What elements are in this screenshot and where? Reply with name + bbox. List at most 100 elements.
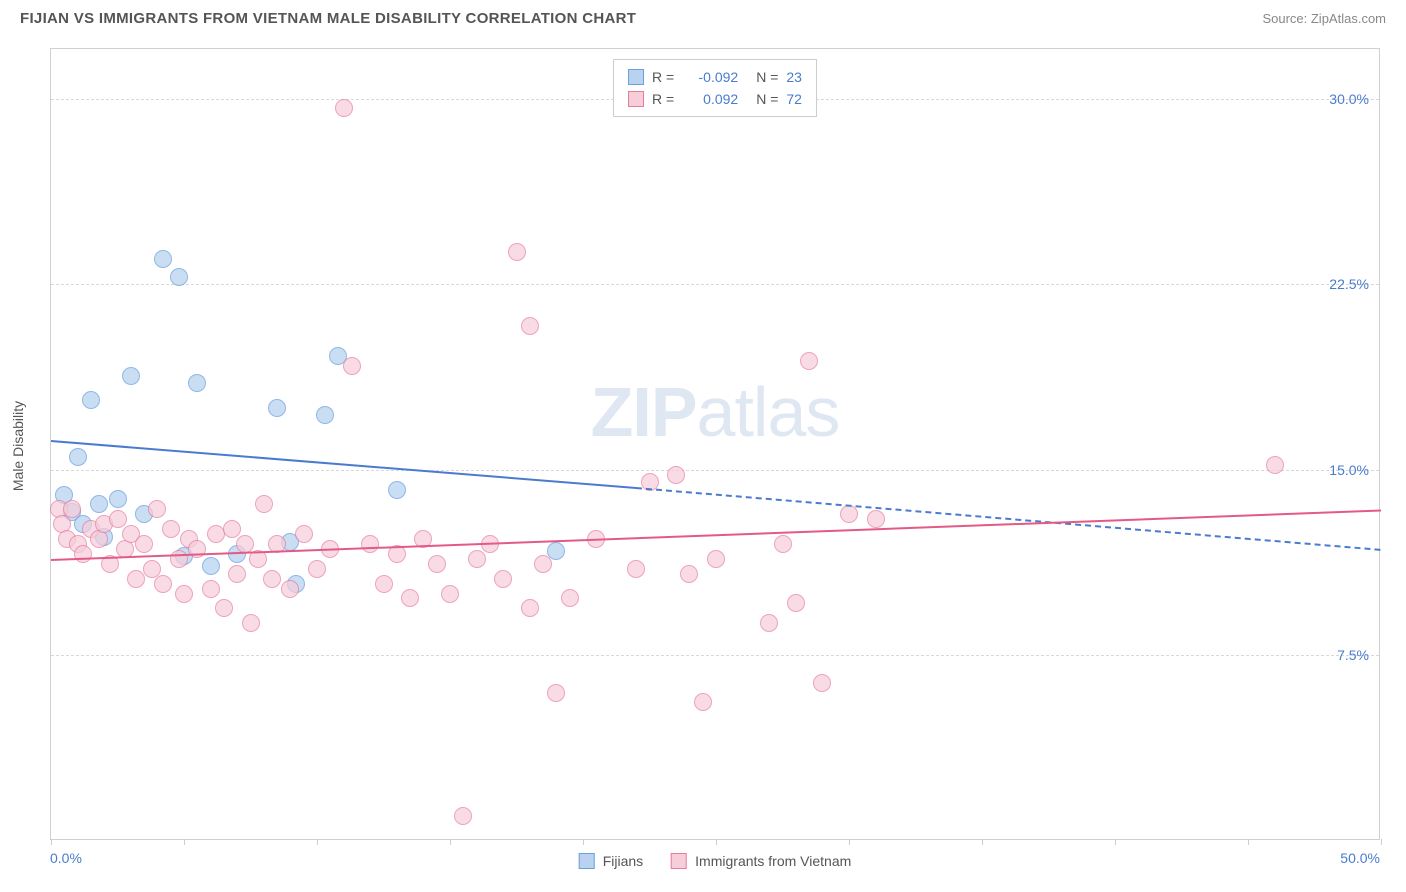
data-point [281, 580, 299, 598]
x-axis-label: 0.0% [50, 850, 82, 866]
data-point [236, 535, 254, 553]
data-point [787, 594, 805, 612]
data-point [69, 448, 87, 466]
legend-row: R =-0.092N =23 [628, 66, 802, 88]
data-point [1266, 456, 1284, 474]
legend-series-item: Immigrants from Vietnam [671, 853, 851, 869]
data-point [521, 317, 539, 335]
y-axis-title: Male Disability [10, 401, 26, 491]
data-point [109, 510, 127, 528]
data-point [228, 565, 246, 583]
x-tick [1115, 839, 1116, 845]
data-point [148, 500, 166, 518]
legend-series: Fijians Immigrants from Vietnam [579, 853, 852, 869]
data-point [255, 495, 273, 513]
data-point [694, 693, 712, 711]
data-point [223, 520, 241, 538]
chart-header: FIJIAN VS IMMIGRANTS FROM VIETNAM MALE D… [0, 0, 1406, 35]
data-point [375, 575, 393, 593]
x-axis-label: 50.0% [1340, 850, 1380, 866]
data-point [547, 684, 565, 702]
data-point [127, 570, 145, 588]
plot-area: 7.5% 15.0% 22.5% 30.0% [51, 49, 1379, 839]
gridline [51, 284, 1379, 285]
data-point [561, 589, 579, 607]
legend-n-value: 72 [786, 88, 802, 110]
legend-r-prefix: R = [652, 88, 674, 110]
data-point [154, 575, 172, 593]
data-point [494, 570, 512, 588]
data-point [813, 674, 831, 692]
y-tick-label: 15.0% [1329, 462, 1369, 478]
data-point [840, 505, 858, 523]
data-point [263, 570, 281, 588]
x-tick [849, 839, 850, 845]
legend-swatch [671, 853, 687, 869]
data-point [202, 580, 220, 598]
data-point [388, 481, 406, 499]
data-point [468, 550, 486, 568]
legend-r-value: -0.092 [682, 66, 738, 88]
data-point [170, 550, 188, 568]
chart-title: FIJIAN VS IMMIGRANTS FROM VIETNAM MALE D… [20, 10, 636, 27]
y-tick-label: 30.0% [1329, 91, 1369, 107]
data-point [627, 560, 645, 578]
data-point [428, 555, 446, 573]
data-point [521, 599, 539, 617]
x-tick [1381, 839, 1382, 845]
data-point [707, 550, 725, 568]
x-tick [450, 839, 451, 845]
data-point [109, 490, 127, 508]
legend-swatch [628, 91, 644, 107]
data-point [343, 357, 361, 375]
x-tick [716, 839, 717, 845]
data-point [760, 614, 778, 632]
data-point [454, 807, 472, 825]
legend-series-label: Fijians [603, 853, 643, 869]
x-tick [51, 839, 52, 845]
data-point [242, 614, 260, 632]
data-point [316, 406, 334, 424]
data-point [867, 510, 885, 528]
data-point [534, 555, 552, 573]
data-point [441, 585, 459, 603]
data-point [82, 391, 100, 409]
legend-n-prefix: N = [756, 88, 778, 110]
legend-n-prefix: N = [756, 66, 778, 88]
source-label: Source: ZipAtlas.com [1262, 11, 1386, 26]
scatter-chart: ZIPatlas 7.5%15.0%22.5%30.0% R =-0.092N … [50, 48, 1380, 840]
trend-line [51, 440, 636, 489]
y-tick-label: 7.5% [1337, 647, 1369, 663]
trend-line [636, 487, 1381, 551]
data-point [90, 495, 108, 513]
legend-series-label: Immigrants from Vietnam [695, 853, 851, 869]
legend-swatch [628, 69, 644, 85]
data-point [680, 565, 698, 583]
y-tick-label: 22.5% [1329, 276, 1369, 292]
gridline [51, 655, 1379, 656]
data-point [800, 352, 818, 370]
data-point [361, 535, 379, 553]
data-point [175, 585, 193, 603]
x-tick [982, 839, 983, 845]
x-tick [1248, 839, 1249, 845]
data-point [135, 535, 153, 553]
data-point [308, 560, 326, 578]
data-point [295, 525, 313, 543]
data-point [401, 589, 419, 607]
gridline [51, 470, 1379, 471]
legend-series-item: Fijians [579, 853, 643, 869]
data-point [122, 367, 140, 385]
x-tick [184, 839, 185, 845]
legend-swatch [579, 853, 595, 869]
data-point [74, 545, 92, 563]
legend-n-value: 23 [786, 66, 802, 88]
data-point [162, 520, 180, 538]
data-point [202, 557, 220, 575]
data-point [774, 535, 792, 553]
data-point [508, 243, 526, 261]
data-point [667, 466, 685, 484]
data-point [188, 374, 206, 392]
data-point [170, 268, 188, 286]
data-point [63, 500, 81, 518]
